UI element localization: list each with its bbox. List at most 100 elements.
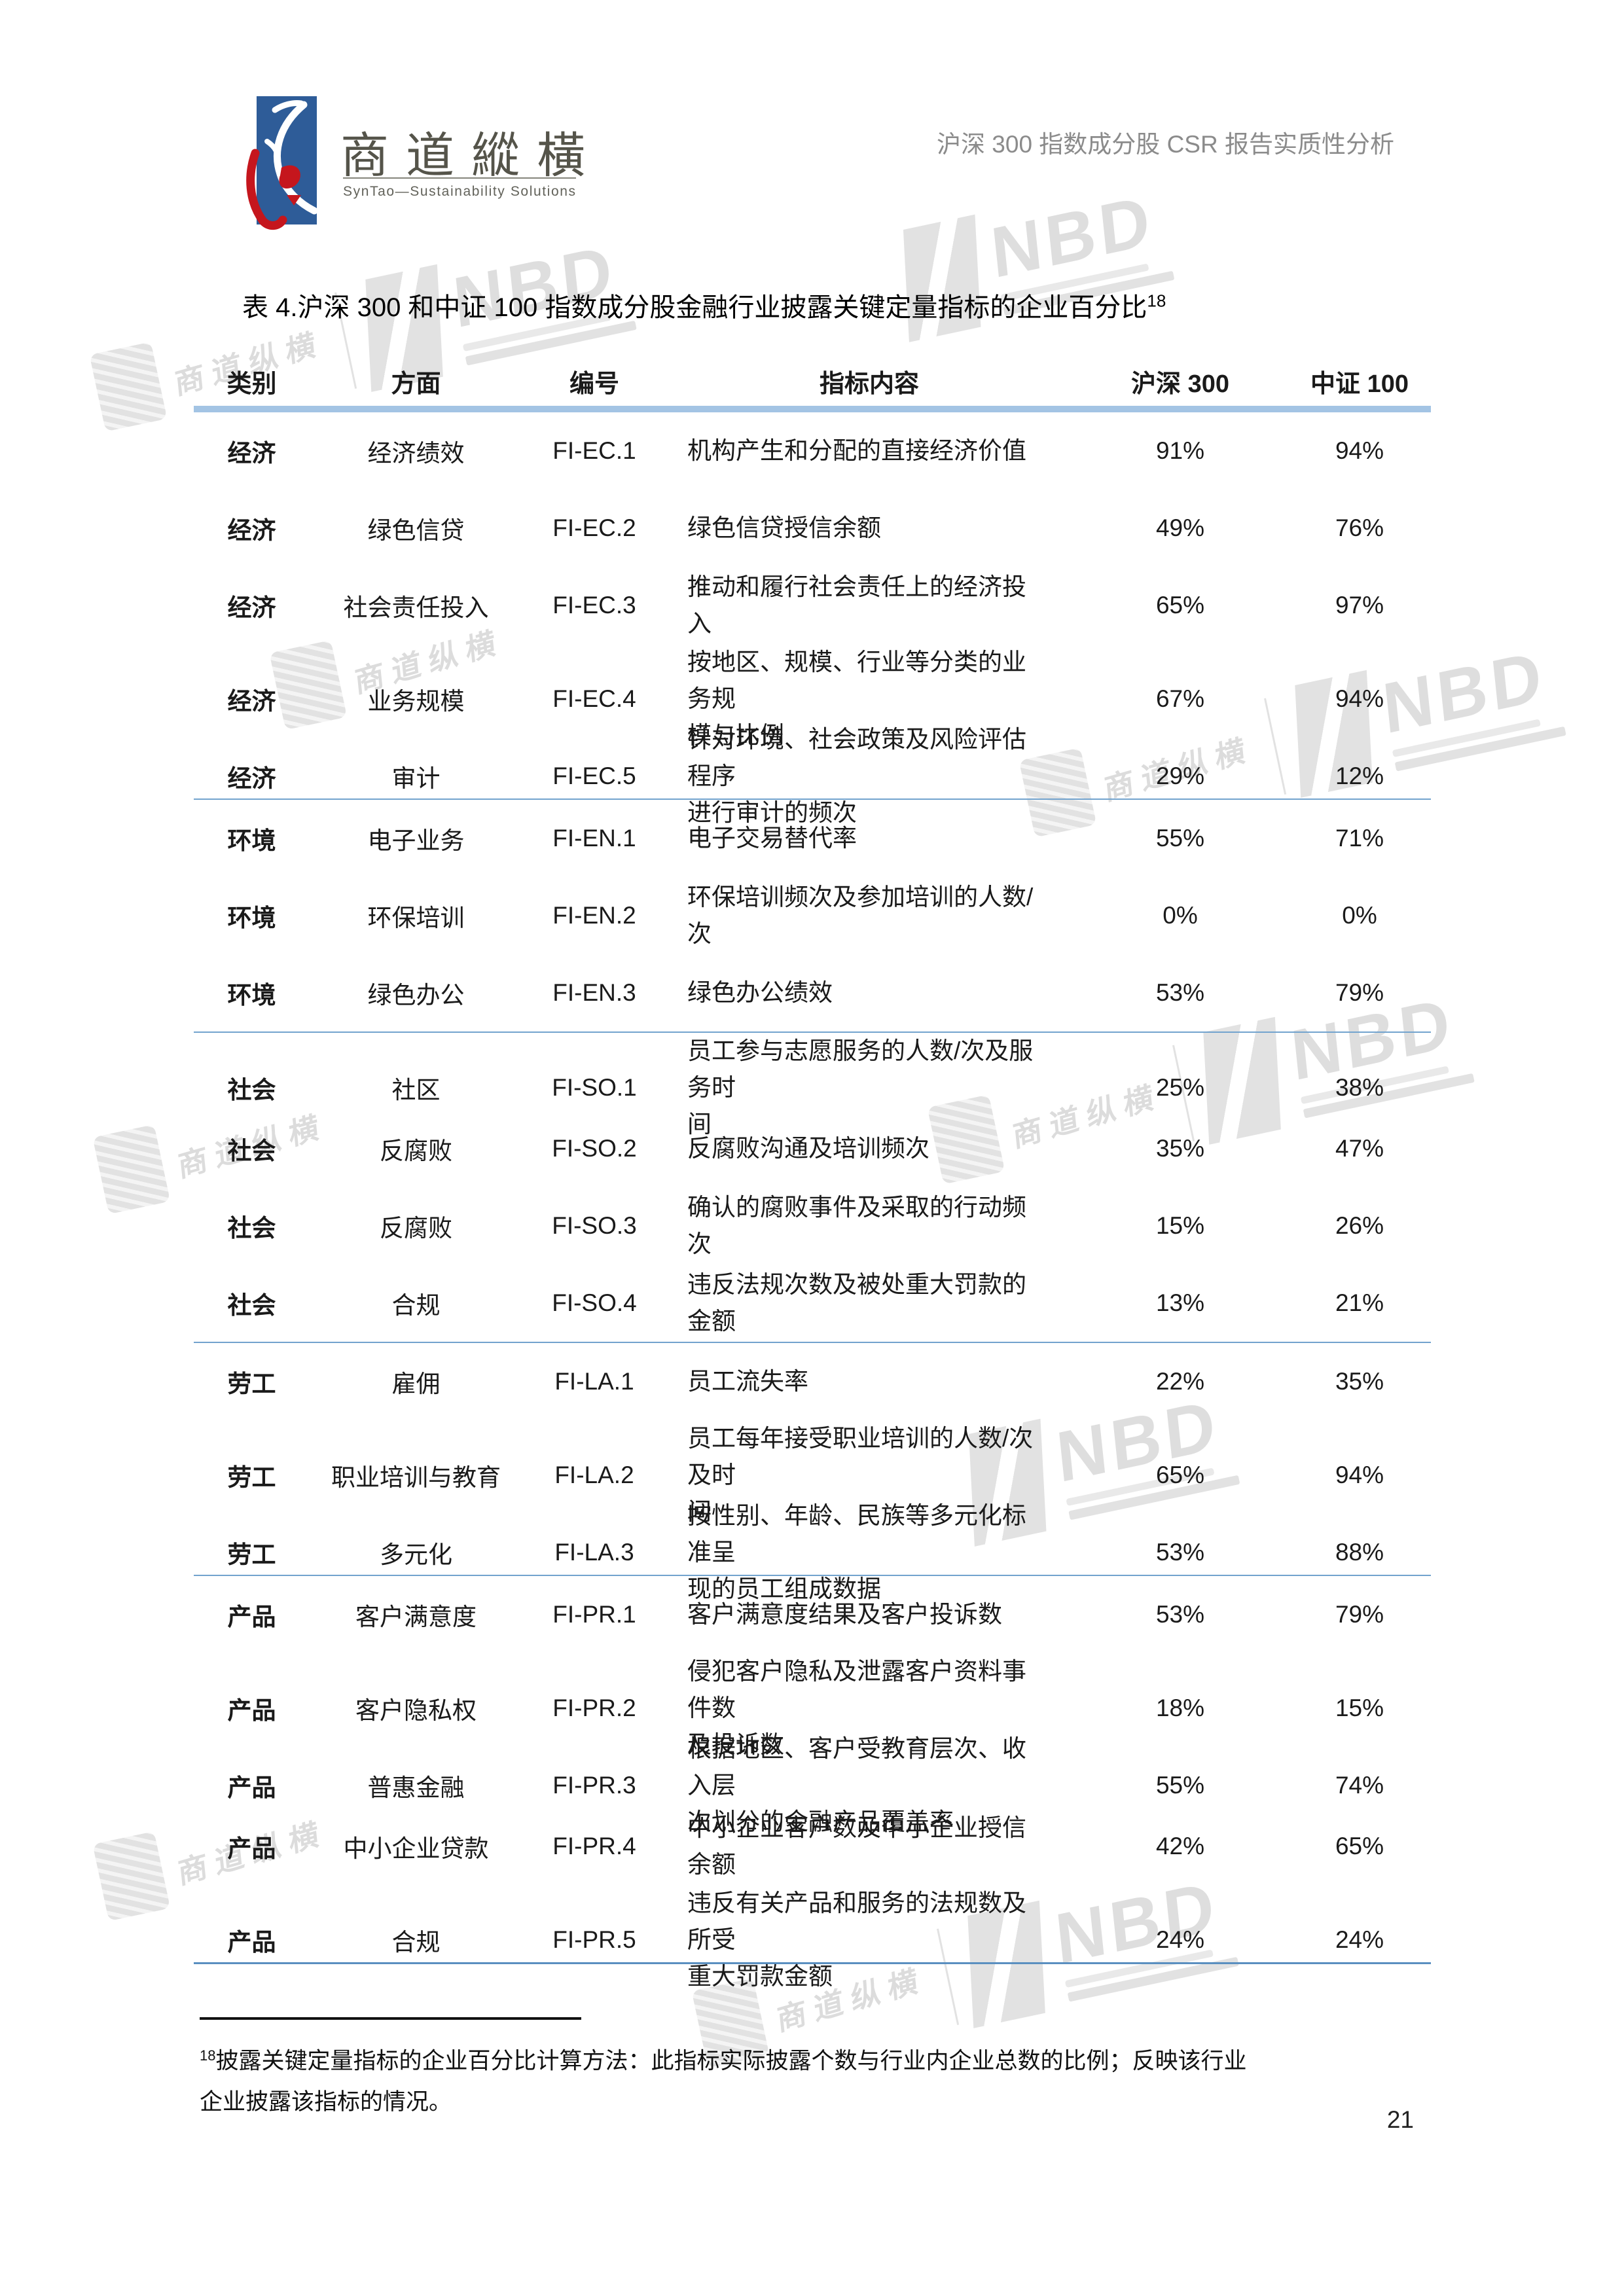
cell-category: 劳工 xyxy=(227,1541,276,1568)
cell-zz100: 79% xyxy=(1335,979,1384,1006)
cell-category: 经济 xyxy=(227,594,276,621)
table-section-0: 经济 经济绩效 FI-EC.1 机构产生和分配的直接经济价值 91% 94% 经济 绿色信贷 F… xyxy=(194,412,1431,826)
table-row: 产品 客户隐私权 FI-PR.2 侵犯客户隐私及泄露客户资料事件数 及投诉数 18% 15… xyxy=(194,1653,1431,1758)
cell-hs300: 35% xyxy=(1155,1135,1205,1162)
cell-aspect: 中小企业贷款 xyxy=(343,1835,489,1862)
cell-category: 产品 xyxy=(227,1929,276,1956)
cell-hs300: 65% xyxy=(1155,1462,1205,1488)
table-row: 劳工 雇佣 FI-LA.1 员工流失率 22% 35% xyxy=(194,1343,1431,1420)
table-row: 环境 环保培训 FI-EN.2 环保培训频次及参加培训的人数/次 0% 0% xyxy=(194,877,1431,954)
cell-category: 劳工 xyxy=(227,1464,276,1491)
header-cell-4: 沪深 300 xyxy=(1131,370,1229,398)
cell-aspect: 审计 xyxy=(391,765,441,792)
cell-indicator: 推动和履行社会责任上的经济投入 xyxy=(687,573,1026,637)
cell-indicator: 绿色信贷授信余额 xyxy=(687,514,881,541)
table-row: 经济 经济绩效 FI-EC.1 机构产生和分配的直接经济价值 91% 94% xyxy=(194,412,1431,490)
cell-zz100: 24% xyxy=(1335,1926,1384,1953)
table-section-1: 环境 电子业务 FI-EN.1 电子交易替代率 55% 71% 环境 环保培训 FI-EN.2 环… xyxy=(194,800,1431,1033)
cell-hs300: 67% xyxy=(1155,685,1205,712)
cell-indicator: 机构产生和分配的直接经济价值 xyxy=(687,437,1026,464)
table-row: 产品 中小企业贷款 FI-PR.4 中小企业客户数及中小企业授信余额 42% 65% xyxy=(194,1808,1431,1885)
cell-zz100: 79% xyxy=(1335,1601,1384,1628)
cell-indicator: 违反有关产品和服务的法规数及所受 重大罚款金额 xyxy=(687,1890,1026,1990)
cell-category: 社会 xyxy=(227,1292,276,1319)
cell-hs300: 53% xyxy=(1155,1539,1205,1566)
cell-code: FI-PR.5 xyxy=(552,1926,636,1953)
cell-code: FI-LA.2 xyxy=(554,1462,634,1488)
cell-category: 社会 xyxy=(227,1077,276,1103)
cell-aspect: 反腐败 xyxy=(380,1215,452,1242)
cell-code: FI-SO.4 xyxy=(552,1289,637,1316)
cell-indicator: 反腐败沟通及培训频次 xyxy=(687,1135,929,1162)
cell-aspect: 社区 xyxy=(391,1077,441,1103)
cell-aspect: 电子业务 xyxy=(367,827,465,854)
cell-hs300: 55% xyxy=(1155,825,1205,852)
cell-category: 产品 xyxy=(227,1835,276,1862)
cell-aspect: 绿色办公 xyxy=(367,982,465,1009)
cell-category: 环境 xyxy=(227,827,276,854)
cell-indicator: 员工流失率 xyxy=(687,1368,808,1395)
cell-category: 产品 xyxy=(227,1774,276,1801)
table-row: 产品 客户满意度 FI-PR.1 客户满意度结果及客户投诉数 53% 79% xyxy=(194,1576,1431,1653)
cell-category: 劳工 xyxy=(227,1371,276,1397)
cell-indicator: 针对环境、社会政策及风险评估程序 进行审计的频次 xyxy=(687,726,1026,826)
cell-code: FI-EN.1 xyxy=(552,825,636,852)
cell-code: FI-LA.3 xyxy=(554,1539,634,1566)
cell-category: 经济 xyxy=(227,688,276,715)
table-header-bar xyxy=(194,406,1431,412)
cell-hs300: 25% xyxy=(1155,1074,1205,1101)
nbd-text: NBD xyxy=(987,179,1157,293)
cell-code: FI-EC.4 xyxy=(552,685,636,712)
page-number: 21 xyxy=(1386,2106,1414,2133)
cell-code: FI-PR.2 xyxy=(552,1695,636,1721)
cell-indicator: 绿色办公绩效 xyxy=(687,979,833,1006)
table-row: 社会 反腐败 FI-SO.2 反腐败沟通及培训频次 35% 47% xyxy=(194,1110,1431,1187)
table-row: 经济 审计 FI-EC.5 针对环境、社会政策及风险评估程序 进行审计的频次 29% 12… xyxy=(194,721,1431,826)
table-row: 经济 绿色信贷 FI-EC.2 绿色信贷授信余额 49% 76% xyxy=(194,490,1431,567)
cell-zz100: 65% xyxy=(1335,1833,1384,1859)
cell-zz100: 71% xyxy=(1335,825,1384,852)
table-title-footnote-ref: 18 xyxy=(1147,291,1166,311)
cell-hs300: 13% xyxy=(1155,1289,1205,1316)
cell-zz100: 0% xyxy=(1342,902,1377,929)
cell-zz100: 74% xyxy=(1335,1772,1384,1799)
cell-hs300: 91% xyxy=(1155,437,1205,464)
cell-zz100: 94% xyxy=(1335,437,1384,464)
cell-aspect: 雇佣 xyxy=(391,1371,441,1397)
cell-indicator: 中小企业客户数及中小企业授信余额 xyxy=(687,1814,1026,1878)
table-title: 表 4.沪深 300 和中证 100 指数成分股金融行业披露关键定量指标的企业百… xyxy=(242,286,1166,324)
cell-hs300: 15% xyxy=(1155,1212,1205,1239)
cell-zz100: 47% xyxy=(1335,1135,1384,1162)
cell-indicator: 根据地区、客户受教育层次、收入层 次划分的金融产品覆盖率 xyxy=(687,1735,1026,1835)
table-row: 产品 合规 FI-PR.5 违反有关产品和服务的法规数及所受 重大罚款金额 24% 24% xyxy=(194,1885,1431,1990)
header-cell-3: 指标内容 xyxy=(819,370,919,398)
cell-category: 环境 xyxy=(227,905,276,931)
logo-wordmark: 商道縱橫 xyxy=(340,128,602,183)
cell-indicator: 环保培训频次及参加培训的人数/次 xyxy=(687,884,1034,947)
cell-code: FI-PR.1 xyxy=(552,1601,636,1628)
cell-zz100: 26% xyxy=(1335,1212,1384,1239)
cell-indicator: 侵犯客户隐私及泄露客户资料事件数 及投诉数 xyxy=(687,1658,1026,1758)
table-section-2: 社会 社区 FI-SO.1 员工参与志愿服务的人数/次及服务时 间 25% 38% 社会 反腐… xyxy=(194,1033,1431,1343)
table-header-row: 类别 方面 编号 指标内容 沪深 300 中证 100 xyxy=(194,359,1431,403)
cell-hs300: 55% xyxy=(1155,1772,1205,1799)
cell-indicator: 按地区、规模、行业等分类的业务规 模与比例 xyxy=(687,649,1026,749)
table-row: 社会 反腐败 FI-SO.3 确认的腐败事件及采取的行动频次 15% 26% xyxy=(194,1187,1431,1265)
cell-code: FI-EC.1 xyxy=(552,437,636,464)
watermark-stamp-icon xyxy=(92,1831,171,1922)
cell-aspect: 合规 xyxy=(391,1929,441,1956)
cell-aspect: 社会责任投入 xyxy=(343,594,489,621)
table-body: 经济 经济绩效 FI-EC.1 机构产生和分配的直接经济价值 91% 94% 经济 绿色信贷 F… xyxy=(194,412,1431,1990)
cell-hs300: 49% xyxy=(1155,514,1205,541)
cell-hs300: 53% xyxy=(1155,979,1205,1006)
cell-aspect: 经济绩效 xyxy=(367,440,465,467)
cell-zz100: 38% xyxy=(1335,1074,1384,1101)
table-row: 社会 合规 FI-SO.4 违反法规次数及被处重大罚款的金额 13% 21% xyxy=(194,1265,1431,1342)
cell-zz100: 76% xyxy=(1335,514,1384,541)
cell-aspect: 普惠金融 xyxy=(367,1774,465,1801)
watermark-stamp-icon xyxy=(89,342,168,432)
header-cell-0: 类别 xyxy=(226,370,277,398)
cell-zz100: 88% xyxy=(1335,1539,1384,1566)
syntao-logo-icon xyxy=(246,96,318,230)
table-row: 社会 社区 FI-SO.1 员工参与志愿服务的人数/次及服务时 间 25% 38% xyxy=(194,1033,1431,1138)
